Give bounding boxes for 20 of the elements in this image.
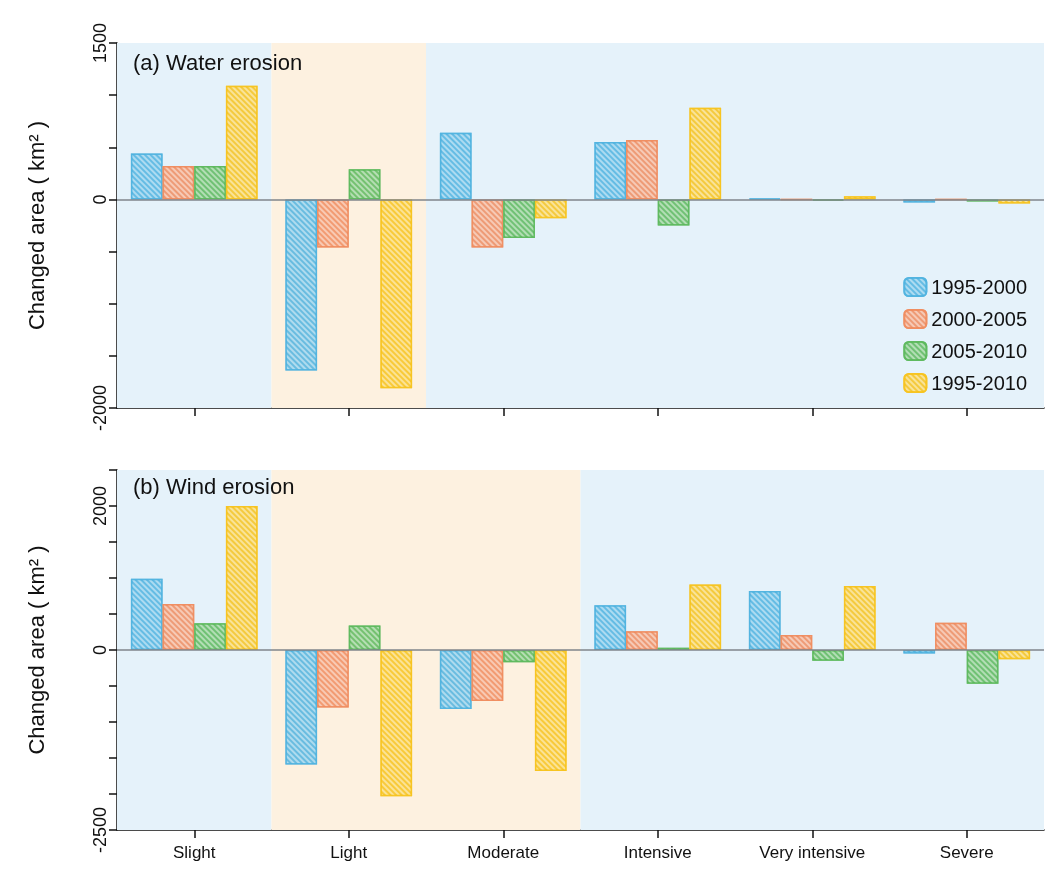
x-tick-label: Light xyxy=(330,843,368,862)
legend-label: 1995-2010 xyxy=(931,372,1028,394)
chart-title: (b) Wind erosion xyxy=(133,473,295,499)
y-tick-label: -2500 xyxy=(90,806,110,854)
legend-label: 2000-2005 xyxy=(931,308,1028,330)
y-tick-label: 2000 xyxy=(90,485,110,527)
x-tick-label: Severe xyxy=(939,843,994,862)
y-tick-label: 0 xyxy=(90,644,110,656)
x-tick-label: Intensive xyxy=(623,843,692,862)
y-axis-title: Changed area ( km² ) xyxy=(23,120,49,331)
x-tick-label: Moderate xyxy=(467,843,540,862)
x-tick-label: Slight xyxy=(172,843,216,862)
y-tick-label: 0 xyxy=(90,194,110,205)
y-tick-label: 1500 xyxy=(90,22,110,64)
legend-label: 1995-2000 xyxy=(931,276,1028,298)
legend-label: 2005-2010 xyxy=(931,340,1028,362)
y-tick-label: -2000 xyxy=(90,384,110,432)
x-tick-label: Very intensive xyxy=(759,843,866,862)
chart-title: (a) Water erosion xyxy=(133,49,303,75)
y-axis-title: Changed area ( km² ) xyxy=(23,545,49,755)
